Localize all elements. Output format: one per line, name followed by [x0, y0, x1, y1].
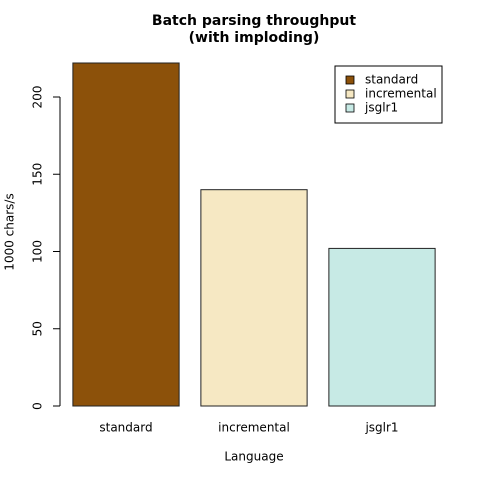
x-tick-label: incremental — [218, 421, 290, 435]
y-axis-label: 1000 chars/s — [3, 193, 17, 270]
y-tick-label: 50 — [31, 321, 45, 336]
legend-swatch — [345, 103, 355, 113]
x-tick-label: standard — [99, 421, 152, 435]
x-axis-label: Language — [224, 450, 283, 464]
legend-swatch — [345, 75, 355, 85]
legend-label: standard — [365, 73, 418, 87]
y-tick-label: 100 — [31, 240, 45, 263]
bar — [200, 189, 308, 407]
chart-subtitle: (with imploding) — [189, 30, 320, 46]
bar — [72, 62, 180, 407]
y-tick-label: 150 — [31, 163, 45, 186]
y-tick-label: 200 — [31, 86, 45, 109]
legend-swatch — [345, 89, 355, 99]
bar — [328, 247, 436, 407]
y-tick-label: 0 — [31, 402, 45, 410]
x-tick-label: jsglr1 — [364, 421, 398, 435]
chart-title: Batch parsing throughput — [152, 13, 356, 29]
legend-label: incremental — [365, 87, 437, 101]
legend-label: jsglr1 — [364, 101, 398, 115]
